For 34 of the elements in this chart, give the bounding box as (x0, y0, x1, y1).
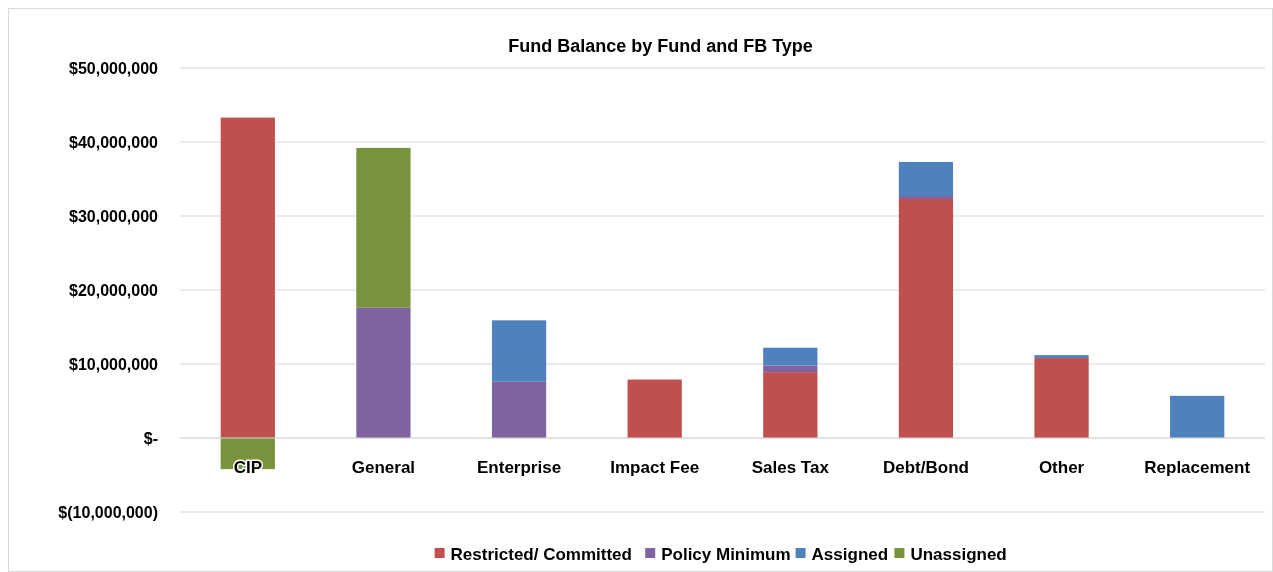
chart-title: Fund Balance by Fund and FB Type (508, 36, 813, 56)
bar (491, 320, 547, 382)
bar (220, 117, 275, 438)
y-tick-label: $10,000,000 (69, 355, 159, 373)
legend-label: Restricted/ Committed (450, 544, 632, 564)
bar (356, 307, 411, 438)
x-tick-label: Impact Fee (610, 458, 700, 477)
bar (356, 147, 411, 308)
y-tick-label: $30,000,000 (69, 207, 159, 225)
bar (627, 379, 682, 438)
y-tick-label: $(10,000,000) (58, 503, 158, 521)
y-tick-label: $- (143, 429, 158, 447)
bar (898, 196, 954, 199)
bar (1170, 395, 1225, 438)
bar (491, 381, 547, 438)
bar (763, 347, 818, 366)
x-tick-label: Enterprise (477, 458, 562, 477)
legend-label: Assigned (811, 544, 889, 564)
bar (1034, 358, 1089, 438)
x-tick-label: Sales Tax (751, 458, 830, 477)
x-tick-label: Other (1038, 458, 1085, 477)
y-tick-label: $40,000,000 (69, 133, 159, 151)
bar (763, 372, 818, 438)
y-tick-label: $50,000,000 (69, 59, 159, 77)
legend-label: Unassigned (910, 544, 1007, 564)
x-tick-label: General (351, 458, 416, 477)
legend-label: Policy Minimum (661, 544, 791, 564)
bar (898, 161, 954, 197)
x-tick-label: Debt/Bond (882, 458, 969, 477)
bar (898, 198, 954, 438)
bar (1034, 355, 1089, 359)
bar (763, 365, 818, 373)
x-tick-label: Replacement (1144, 458, 1251, 477)
y-tick-label: $20,000,000 (69, 281, 159, 299)
